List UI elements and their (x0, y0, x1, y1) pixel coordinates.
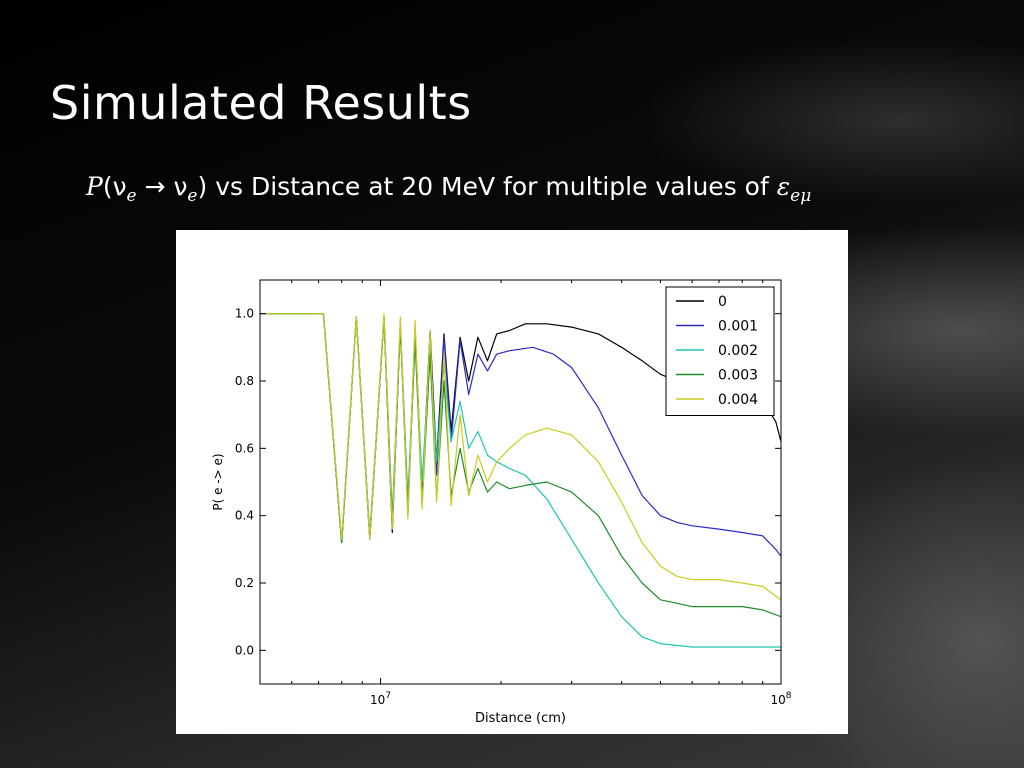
x-tick-label: 108 (770, 691, 791, 707)
slide-title: Simulated Results (50, 76, 472, 130)
subtitle-sub2: e (187, 186, 198, 206)
legend-label-1: 0.001 (718, 319, 758, 335)
axes-frame (259, 279, 782, 685)
subtitle-close: ) (197, 172, 208, 201)
legend-label-3: 0.003 (718, 368, 758, 384)
slide-subtitle: P(νe → νe) vs Distance at 20 MeV for mul… (86, 172, 811, 206)
y-tick-label: 0.4 (235, 509, 254, 523)
chart-panel: 0.0 0.2 0.4 0.6 0.8 1.0 107 108 Distance (cm) P… (176, 230, 848, 734)
subtitle-arrow: → ν (136, 172, 188, 201)
y-tick-label: 0.0 (235, 643, 254, 657)
subtitle-epsilon-sub: eμ (790, 186, 812, 206)
subtitle-text: vs Distance at 20 MeV for multiple value… (207, 172, 777, 201)
subtitle-open: (ν (102, 172, 127, 201)
y-tick-label: 0.2 (235, 576, 254, 590)
legend-label-4: 0.004 (718, 392, 758, 408)
x-axis-label: Distance (cm) (475, 711, 566, 726)
legend-label-2: 0.002 (718, 343, 758, 359)
x-tick-label: 107 (370, 691, 391, 707)
subtitle-p: P (86, 172, 103, 201)
y-tick-label: 0.8 (235, 374, 254, 388)
y-axis-label: P( e -> e) (211, 453, 225, 510)
y-tick-label: 1.0 (235, 307, 254, 321)
ticks-layer: 0.0 0.2 0.4 0.6 0.8 1.0 107 108 (235, 280, 792, 707)
legend-label-0: 0 (718, 294, 727, 310)
legend: 0 0.001 0.002 0.003 0.004 (665, 286, 775, 416)
legend-box (665, 286, 775, 416)
subtitle-epsilon: ε (776, 172, 791, 201)
series-line-4 (260, 313, 782, 601)
line-chart: 0.0 0.2 0.4 0.6 0.8 1.0 107 108 Distance (cm) P… (211, 279, 792, 726)
subtitle-sub1: e (126, 186, 137, 206)
y-tick-label: 0.6 (235, 441, 254, 455)
